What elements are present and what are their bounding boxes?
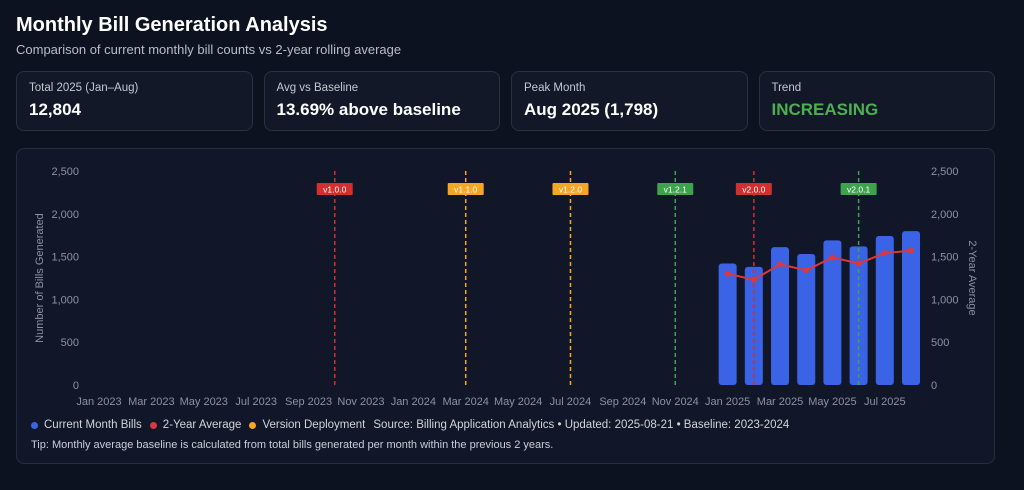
average-line (727, 249, 912, 281)
x-tick-label: Mar 2025 (757, 396, 803, 408)
bar[interactable] (902, 231, 920, 385)
bar[interactable] (823, 240, 842, 385)
y-tick-label: 2,500 (51, 166, 79, 178)
legend-average[interactable]: 2-Year Average (149, 419, 242, 431)
average-point[interactable] (855, 260, 862, 267)
y-tick-label: 1,500 (51, 252, 79, 264)
deploy-badge[interactable] (840, 183, 877, 195)
average-point[interactable] (803, 267, 810, 274)
y-right-tick-label: 0 (931, 380, 937, 392)
trend-value: INCREASING (771, 100, 879, 119)
source-text: Source: Billing Application Analytics • … (373, 419, 790, 431)
trend-card: Trend INCREASING (758, 71, 995, 131)
y-tick-label: 500 (61, 337, 79, 349)
bar[interactable] (875, 236, 894, 385)
deploy-badge[interactable] (552, 183, 589, 195)
total-card: Total 2025 (Jan–Aug) 12,804 (16, 71, 253, 131)
bar[interactable] (718, 263, 737, 385)
x-tick-label: Jan 2024 (391, 396, 436, 408)
y-tick-label: 2,000 (51, 209, 79, 221)
avg-vs-baseline-label: Avg vs Baseline (276, 82, 359, 94)
avg-vs-baseline-value: 13.69% above baseline (276, 100, 461, 119)
deploy-label: v2.0.1 (847, 185, 870, 195)
x-tick-label: Nov 2024 (652, 396, 699, 408)
y-right-tick-label: 2,000 (931, 209, 959, 221)
chart-panel: 0 0 500 500 1,000 1,000 1,500 1,500 2,000 2,000 2,… (16, 148, 995, 464)
deploy-label: v1.2.0 (559, 185, 582, 195)
legend-deploy-label: Version Deployment (262, 419, 366, 431)
y-tick-label: 1,000 (51, 294, 79, 306)
average-point[interactable] (750, 276, 757, 283)
average-point[interactable] (724, 270, 731, 277)
x-tick-label: Jan 2025 (705, 396, 750, 408)
y-right-axis-label: 2-Year Average (966, 240, 978, 315)
legend-average-swatch (149, 421, 157, 429)
avg-vs-baseline-card: Avg vs Baseline 13.69% above baseline (263, 71, 500, 131)
x-tick-label: Jul 2023 (235, 396, 277, 408)
y-tick-label: 0 (73, 380, 79, 392)
x-tick-label: Nov 2023 (337, 396, 384, 408)
average-point[interactable] (881, 250, 888, 257)
deploy-badge[interactable] (735, 183, 772, 195)
x-tick-label: May 2023 (180, 396, 228, 408)
peak-month-value: Aug 2025 (1,798) (524, 100, 659, 119)
deploy-badge[interactable] (316, 183, 353, 195)
x-tick-label: May 2024 (494, 396, 542, 408)
peak-month-label: Peak Month (524, 82, 586, 94)
deploy-label: v1.0.0 (323, 185, 346, 195)
y-right-tick-label: 1,500 (931, 252, 959, 264)
deploy-label: v2.0.0 (742, 185, 765, 195)
average-point[interactable] (908, 247, 914, 254)
bar[interactable] (849, 246, 868, 385)
legend-current-label: Current Month Bills (44, 419, 142, 431)
average-point[interactable] (829, 254, 836, 261)
deploy-label: v1.2.1 (664, 185, 687, 195)
peak-month-card: Peak Month Aug 2025 (1,798) (511, 71, 748, 131)
x-tick-label: Jan 2023 (76, 396, 121, 408)
page-subtitle: Comparison of current monthly bill count… (16, 42, 402, 57)
y-axis-label: Number of Bills Generated (34, 213, 46, 343)
bill-chart: 0 0 500 500 1,000 1,000 1,500 1,500 2,000 2,000 2,… (34, 166, 978, 408)
page-title: Monthly Bill Generation Analysis (16, 14, 328, 36)
legend-deploy-swatch (249, 421, 257, 429)
x-tick-label: Mar 2024 (442, 396, 488, 408)
bar[interactable] (771, 247, 790, 385)
deploy-label: v1.1.0 (454, 185, 477, 195)
average-point[interactable] (777, 261, 784, 268)
summary-cards: Total 2025 (Jan–Aug) 12,804 Avg vs Basel… (16, 71, 995, 131)
y-right-tick-label: 500 (931, 337, 949, 349)
x-tick-label: Mar 2023 (128, 396, 174, 408)
x-tick-label: Jul 2025 (864, 396, 906, 408)
total-card-label: Total 2025 (Jan–Aug) (29, 82, 139, 94)
x-tick-label: Sep 2023 (285, 396, 332, 408)
legend-average-label: 2-Year Average (162, 419, 242, 431)
legend-current-swatch (31, 421, 38, 429)
y-right-tick-label: 1,000 (931, 294, 959, 306)
trend-label: Trend (771, 82, 802, 94)
legend-deploy[interactable]: Version Deployment (249, 419, 365, 431)
y-right-tick-label: 2,500 (931, 166, 959, 178)
x-tick-label: Sep 2024 (599, 396, 646, 408)
legend-current[interactable]: Current Month Bills (31, 419, 142, 431)
deploy-badge[interactable] (447, 183, 484, 195)
bar[interactable] (797, 254, 816, 385)
chart-legend: Current Month Bills 2-Year Average Versi… (31, 419, 789, 431)
x-tick-label: Jul 2024 (550, 396, 592, 408)
x-tick-label: May 2025 (808, 396, 856, 408)
tip-text: Tip: Monthly average baseline is calcula… (31, 439, 554, 451)
deploy-badge[interactable] (657, 183, 694, 195)
total-card-value: 12,804 (29, 100, 81, 119)
